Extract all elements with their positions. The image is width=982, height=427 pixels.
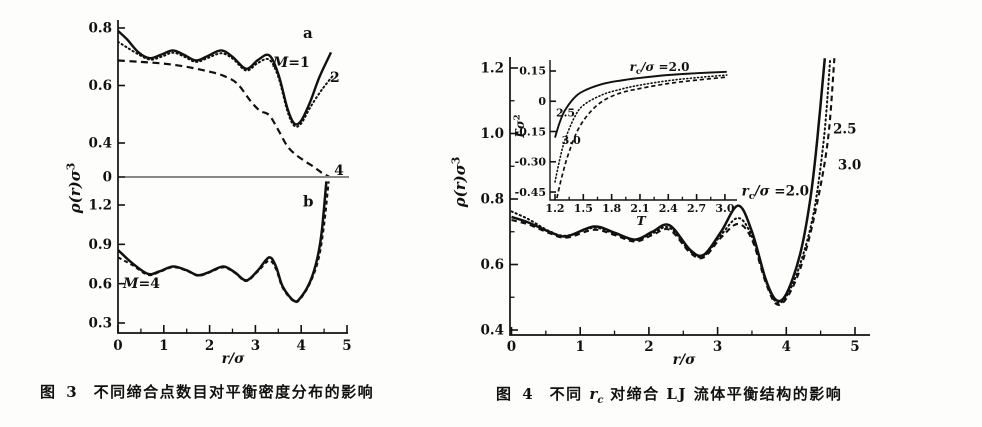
- fig4-main-ytick-label: 1.0: [481, 126, 505, 142]
- fig4-main-ytick-label: 0.6: [481, 257, 505, 273]
- fig3-panel-a-annotation: a: [303, 24, 313, 42]
- fig4-axes: [509, 57, 870, 336]
- fig4-main-annotation: 3.0: [838, 158, 862, 174]
- fig4-main-xtick-label: 1: [575, 339, 584, 355]
- fig4-inset-ytick-label: 0.15: [519, 65, 546, 78]
- fig4-main-xtick-label: 5: [850, 339, 859, 355]
- fig3-panel-b-annotation: M=4: [122, 276, 160, 292]
- figure3-caption: 图 3 不同缔合点数目对平衡密度分布的影响: [40, 381, 374, 402]
- fig3-panel-a-curve-M=1: [118, 30, 333, 126]
- fig3-panel-a-ytick-label: 0.4: [89, 136, 113, 152]
- figure4-inset-plot: 0.15 0 -0.15 -0.30 -0.45 1.2 1.5 1.8 2.1 2.4 2.7 3.…: [512, 60, 737, 228]
- figure3-caption-number: 图 3: [40, 383, 80, 401]
- fig4-xlabel: r/σ: [673, 352, 697, 368]
- fig3-panel-b-xtick-label: 4: [296, 338, 305, 354]
- fig3-panel-b-annotation: b: [303, 192, 314, 210]
- fig3-panel-a-ytick-label: 0.8: [89, 21, 113, 37]
- fig4-main-curve-rc--=2.5: [511, 57, 832, 304]
- fig4-inset-annotation: 3.0: [562, 134, 581, 147]
- fig4-inset-curve-rc--=2.5: [554, 74, 728, 183]
- fig4-main-annotation: rc/σ =2.0: [742, 184, 809, 202]
- fig3-panel-a-ytick-label: 0.6: [89, 78, 113, 94]
- fig4-main-ytick-label: 0.4: [481, 323, 505, 339]
- figure3-plot: 0.80.60.401.20.90.60.30 1 2 3 4 5ρ(r)σ3r/σaM=…: [64, 20, 352, 367]
- fig3-panel-b-xtick-label: 1: [159, 338, 168, 354]
- figure4-caption-r: r: [589, 385, 598, 403]
- fig3-panel-b-ytick-label: 0.3: [89, 316, 113, 332]
- fig4-inset-xtick-label: 2.7: [687, 202, 706, 215]
- fig3-panel-b-xtick-label: 0: [113, 338, 122, 354]
- figure3-caption-text: 不同缔合点数目对平衡密度分布的影响: [93, 383, 375, 401]
- figure4-plot: 1.21.00.80.60.40 1 2 3 4 5ρ(r)σ3r/σ0.150-0.15…: [449, 57, 870, 368]
- fig4-inset-ylabel: Γσ2: [512, 114, 527, 138]
- fig4-main-xtick-label: 0: [507, 339, 516, 355]
- fig3-panel-a-curve-M=4: [118, 59, 331, 176]
- fig4-main-annotation: 2.5: [833, 122, 857, 138]
- fig4-inset-curve-rc--=2.0: [554, 70, 727, 138]
- fig3-panel-b-xtick-label: 3: [251, 338, 260, 354]
- fig3-panel-b-xtick-label: 2: [205, 338, 214, 354]
- fig3-panel-a-annotation: 4: [334, 163, 344, 179]
- fig3-panel-a-curve-M=2: [118, 40, 335, 128]
- fig4-main-xtick-label: 3: [713, 339, 722, 355]
- fig4-inset-xlabel: T: [636, 213, 647, 228]
- figure4-caption-number: 图 4: [496, 385, 536, 403]
- fig4-inset-ytick-label: -0.45: [515, 186, 546, 199]
- fig4-inset-ytick-label: -0.30: [515, 156, 547, 169]
- fig3-panel-b-ytick-label: 1.2: [89, 198, 113, 214]
- fig4-inset-annotation: rc/σ =2.0: [630, 60, 690, 77]
- fig3-panel-a-annotation: M=1: [272, 55, 310, 71]
- fig4-main-curve-rc--=3.0: [511, 58, 836, 306]
- fig4-inset-ytick-label: -0.15: [515, 125, 546, 138]
- fig3-panel-b-curve-M=4-simulation: [118, 181, 330, 304]
- fig4-inset-xtick-label: 2.1: [630, 202, 649, 215]
- fig3-panel-b-xtick-label: 5: [342, 338, 351, 354]
- fig3-xlabel: r/σ: [222, 351, 246, 367]
- fig4-main-ytick-label: 1.2: [481, 61, 505, 77]
- fig4-main-xtick-label: 4: [782, 339, 791, 355]
- figure4-caption-text-before: 不同: [549, 385, 590, 403]
- fig3-ylabel: ρ(r)σ3: [64, 163, 84, 215]
- fig4-inset-xtick-label: 1.2: [545, 202, 564, 215]
- figure4-caption-r-sub: c: [597, 395, 604, 406]
- fig3-panel-b-ytick-label: 0.9: [89, 237, 113, 253]
- fig4-ylabel: ρ(r)σ3: [449, 157, 469, 209]
- fig4-inset-axes: [549, 60, 737, 201]
- fig4-inset-xtick-label: 2.4: [659, 202, 678, 215]
- fig4-main-ytick-label: 0.8: [481, 192, 505, 208]
- fig3-panel-a-annotation: 2: [330, 70, 340, 86]
- fig3-panel-a-ytick-label: 0: [103, 170, 112, 186]
- fig4-inset-curve-rc--=3.0: [556, 76, 727, 199]
- fig4-inset-xtick-label: 3.0: [715, 202, 734, 215]
- fig4-main-xtick-label: 2: [644, 339, 653, 355]
- fig4-inset-xtick-label: 1.5: [574, 202, 593, 215]
- fig4-inset-annotation: 2.5: [556, 106, 575, 119]
- fig3-panel-b-ytick-label: 0.6: [89, 276, 113, 292]
- figure4-caption-text-after: 对缔合 LJ 流体平衡结构的影响: [603, 385, 843, 403]
- fig4-inset-xtick-label: 1.8: [602, 202, 621, 215]
- figure4-caption-rc-symbol: rc: [589, 385, 604, 406]
- fig4-main-curve-rc--=2.0: [511, 58, 827, 303]
- fig4-inset-ytick-label: 0: [538, 95, 546, 108]
- figure4-caption: 图 4 不同 rc 对缔合 LJ 流体平衡结构的影响: [496, 383, 842, 406]
